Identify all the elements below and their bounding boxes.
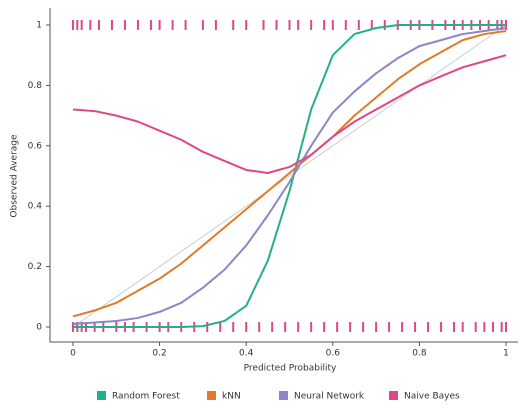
legend-label: kNN — [222, 392, 241, 402]
x-tick-label: 1 — [503, 349, 509, 359]
y-axis-label: Observed Average — [10, 134, 20, 218]
y-tick-label: 0.6 — [28, 141, 43, 151]
legend-label: Neural Network — [294, 392, 365, 402]
legend-label: Naive Bayes — [404, 392, 460, 402]
legend-label: Random Forest — [112, 392, 180, 402]
legend-swatch — [389, 391, 398, 400]
series-line — [72, 27, 507, 325]
x-tick-label: 0.2 — [152, 349, 166, 359]
legend-swatch — [207, 391, 216, 400]
legend-swatch — [279, 391, 288, 400]
series-line — [72, 30, 507, 318]
x-tick-label: 0.4 — [239, 349, 254, 359]
y-tick-label: 0 — [36, 323, 42, 333]
x-axis-label: Predicted Probability — [244, 364, 337, 374]
y-tick-label: 0.2 — [28, 262, 42, 272]
y-tick-label: 0.8 — [28, 81, 43, 91]
y-tick-label: 0.4 — [28, 202, 43, 212]
series-line — [73, 24, 506, 328]
x-tick-label: 0.6 — [326, 349, 341, 359]
x-tick-label: 0.8 — [412, 349, 427, 359]
x-tick-label: 0 — [70, 349, 76, 359]
series-line — [72, 54, 507, 174]
legend-swatch — [97, 391, 106, 400]
y-tick-label: 1 — [36, 21, 42, 31]
reference-line — [72, 24, 507, 328]
